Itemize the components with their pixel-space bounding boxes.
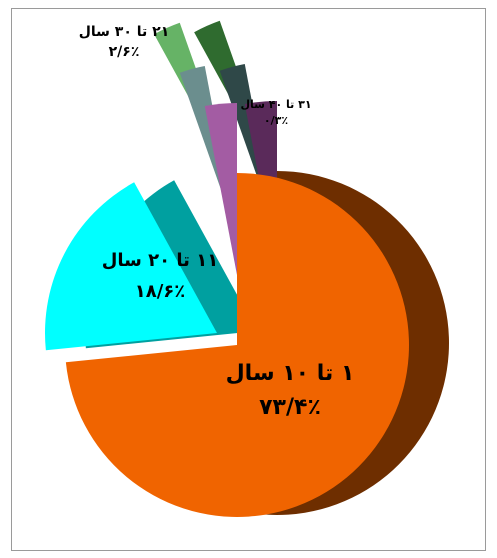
slice-value-label-1: ۱۸/۶٪ [135,281,186,302]
slice-value-label-0: ۷۳/۴٪ [259,395,321,420]
slice-label-1: ۱۱ تا ۲۰ سال [102,250,218,271]
slice-value-label-2: ۲/۶٪ [109,44,140,60]
pie-slice-1 [45,182,217,351]
pie-slice-0 [65,173,410,517]
slice-label-2: ۲۱ تا ۳۰ سال [79,24,170,40]
slice-label-4: ۳۱ تا ۴۰ سال [240,98,311,111]
pie-slice-4 [204,103,237,275]
slice-label-0: ۱ تا ۱۰ سال [226,361,355,386]
slice-value-label-4: ۰/۳٪ [264,114,288,127]
